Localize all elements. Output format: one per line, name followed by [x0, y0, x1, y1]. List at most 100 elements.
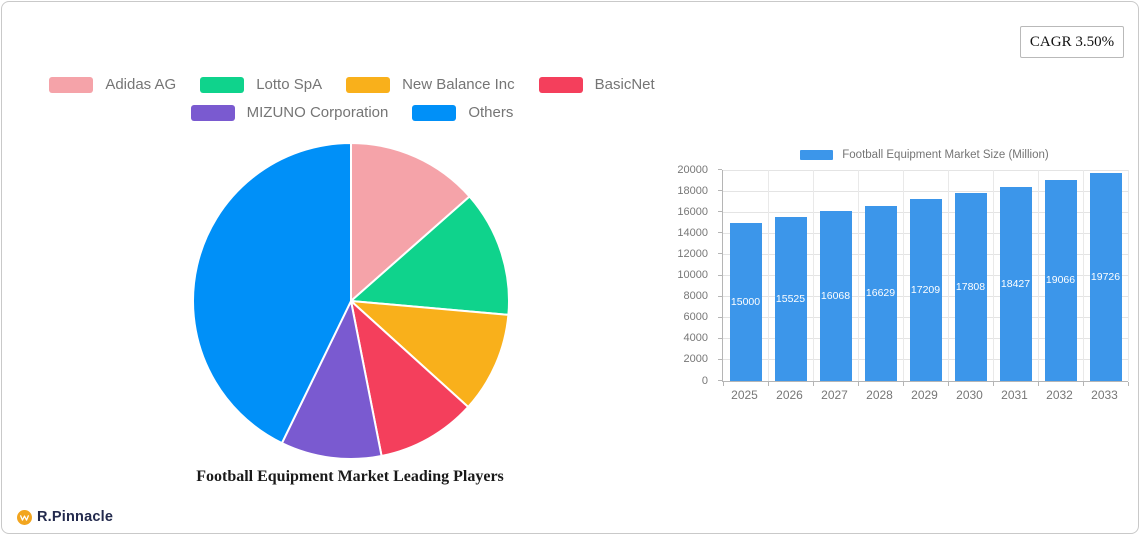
- legend-item-new-balance-inc[interactable]: New Balance Inc: [346, 76, 515, 93]
- x-tick-label: 2026: [776, 388, 803, 402]
- bar-2025[interactable]: 15000: [729, 222, 762, 381]
- legend-row: Adidas AG Lotto SpA New Balance Inc BasicNe…: [30, 76, 674, 93]
- bar-value-label: 15000: [730, 295, 761, 308]
- legend-item-others[interactable]: Others: [412, 104, 513, 121]
- x-tick-label: 2027: [821, 388, 848, 402]
- bar-2027[interactable]: 16068: [819, 211, 852, 381]
- pie-slice-adidas-ag[interactable]: [350, 142, 471, 302]
- y-tick: [718, 190, 722, 192]
- bar-2030[interactable]: 17808: [954, 193, 987, 381]
- y-tick: [718, 211, 722, 213]
- x-tick: [1038, 382, 1039, 386]
- y-tick-label: 0: [701, 374, 708, 387]
- legend-swatch: [412, 104, 457, 121]
- legend-swatch: [49, 76, 94, 93]
- y-tick-label: 2000: [683, 353, 708, 366]
- x-tick-label: 2032: [1046, 388, 1073, 402]
- y-tick: [718, 380, 722, 381]
- y-tick-label: 20000: [677, 163, 708, 176]
- y-tick-label: 4000: [683, 332, 708, 345]
- bar-value-label: 15525: [775, 293, 806, 306]
- x-tick: [1128, 382, 1129, 386]
- y-tick-label: 6000: [683, 311, 708, 324]
- gridline: [1037, 170, 1039, 381]
- legend-label: MIZUNO Corporation: [246, 104, 389, 121]
- pie-slice-lotto-spa[interactable]: [350, 195, 510, 316]
- legend-item-mizuno-corporation[interactable]: MIZUNO Corporation: [190, 104, 389, 121]
- bar-value-label: 17209: [910, 284, 941, 297]
- y-tick: [718, 337, 722, 339]
- y-tick-label: 16000: [677, 205, 708, 218]
- y-tick-label: 18000: [677, 184, 708, 197]
- bar-value-label: 16068: [820, 290, 851, 303]
- x-tick-label: 2025: [731, 388, 758, 402]
- gridline: [812, 170, 814, 381]
- y-tick-label: 10000: [677, 269, 708, 281]
- bar-legend-label: Football Equipment Market Size (Million): [842, 149, 1049, 161]
- bar-2031[interactable]: 18427: [999, 186, 1032, 381]
- brand-name: R.Pinnacle: [37, 509, 114, 525]
- legend-item-basicnet[interactable]: BasicNet: [538, 76, 655, 93]
- bar-2028[interactable]: 16629: [864, 205, 897, 381]
- x-tick-label: 2033: [1091, 388, 1118, 402]
- legend-swatch: [538, 76, 583, 93]
- x-tick: [723, 382, 724, 386]
- x-tick: [993, 382, 994, 386]
- bar-legend-swatch: [800, 150, 834, 160]
- gridline: [947, 170, 949, 381]
- cagr-label: CAGR 3.50%: [1029, 33, 1115, 50]
- gridline: [992, 170, 994, 381]
- pie-chart: [189, 139, 513, 463]
- y-tick: [718, 232, 722, 234]
- bar-2029[interactable]: 17209: [909, 199, 942, 381]
- y-tick: [718, 169, 722, 170]
- x-tick-label: 2028: [866, 388, 893, 402]
- bar-value-label: 16629: [865, 287, 896, 300]
- y-tick-label: 12000: [677, 247, 708, 260]
- bar-value-label: 19066: [1045, 274, 1076, 287]
- y-tick: [718, 316, 722, 318]
- legend-row: MIZUNO Corporation Others: [30, 104, 674, 121]
- legend-label: Adidas AG: [105, 76, 177, 93]
- bar-value-label: 18427: [1000, 277, 1031, 290]
- pie-legend: Adidas AG Lotto SpA New Balance Inc BasicNe…: [30, 76, 674, 121]
- gridline: [767, 170, 769, 381]
- gridline: [857, 170, 859, 381]
- x-tick: [1083, 382, 1084, 386]
- pie-slice-others[interactable]: [191, 142, 352, 445]
- x-tick-label: 2031: [1001, 388, 1028, 402]
- x-tick: [813, 382, 814, 386]
- x-tick-label: 2029: [911, 388, 938, 402]
- gridline: [723, 169, 1128, 171]
- y-tick: [718, 253, 722, 255]
- y-tick: [718, 274, 722, 276]
- gridline: [1082, 170, 1084, 381]
- legend-label: New Balance Inc: [402, 76, 515, 93]
- pie-slice-basicnet[interactable]: [350, 300, 470, 458]
- y-tick-label: 8000: [683, 290, 708, 303]
- pie-title: Football Equipment Market Leading Player…: [196, 468, 504, 485]
- bar-plot-area: 15000 15525 16068 16629 17209 17808 18427 19066…: [718, 169, 1129, 386]
- x-tick: [948, 382, 949, 386]
- brand-logo: R.Pinnacle: [17, 509, 113, 525]
- y-tick: [718, 358, 722, 360]
- gridline: [902, 170, 904, 381]
- gridline: [1127, 170, 1129, 381]
- pie-slice-mizuno-corporation[interactable]: [280, 300, 383, 460]
- bar-2033[interactable]: 19726: [1089, 172, 1122, 381]
- x-tick: [768, 382, 769, 386]
- bar-2032[interactable]: 19066: [1044, 179, 1077, 381]
- legend-swatch: [190, 104, 235, 121]
- legend-item-adidas-ag[interactable]: Adidas AG: [49, 76, 176, 93]
- x-axis-labels: 2025 2026 2027 2028 2029 2030 2031 2032 2033: [722, 388, 1127, 404]
- x-tick: [903, 382, 904, 386]
- wave-badge-icon: [17, 509, 32, 525]
- pie-slice-new-balance-inc[interactable]: [350, 300, 510, 408]
- bar-legend[interactable]: Football Equipment Market Size (Million): [722, 149, 1127, 161]
- legend-item-lotto-spa[interactable]: Lotto SpA: [200, 76, 322, 93]
- bar-2026[interactable]: 15525: [774, 217, 807, 381]
- y-tick: [718, 295, 722, 297]
- y-axis-labels: 0 2000 4000 6000 8000 10000 12000 14000 16000 180…: [658, 164, 716, 387]
- gridline: [723, 190, 1128, 192]
